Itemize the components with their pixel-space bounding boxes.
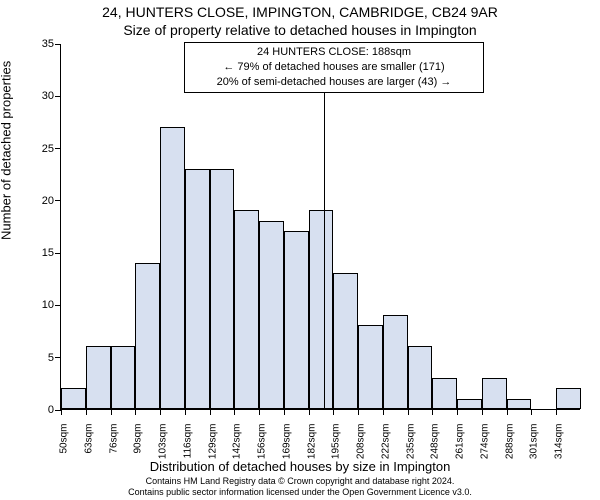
histogram-bar [210, 169, 235, 410]
x-tick [333, 409, 334, 415]
histogram-bar [160, 127, 185, 409]
x-tick-label: 90sqm [133, 424, 144, 472]
x-tick [185, 409, 186, 415]
x-tick-label: 314sqm [554, 424, 565, 472]
y-axis-label: Number of detached properties [0, 61, 14, 240]
histogram-bar [457, 399, 482, 409]
x-tick [111, 409, 112, 415]
histogram-bar [86, 346, 111, 409]
y-tick-label: 20 [26, 195, 54, 207]
x-tick-label: 274sqm [479, 424, 490, 472]
y-tick [55, 44, 61, 45]
x-tick-label: 222sqm [380, 424, 391, 472]
x-tick-label: 301sqm [529, 424, 540, 472]
histogram-bar [408, 346, 433, 409]
annotation-box: 24 HUNTERS CLOSE: 188sqm ← 79% of detach… [184, 42, 484, 93]
histogram-bar [135, 263, 160, 409]
annotation-line: 20% of semi-detached houses are larger (… [189, 75, 479, 90]
x-tick-label: 116sqm [182, 424, 193, 472]
x-tick [284, 409, 285, 415]
y-tick-label: 35 [26, 38, 54, 50]
y-tick-label: 0 [26, 404, 54, 416]
chart-container: 24, HUNTERS CLOSE, IMPINGTON, CAMBRIDGE,… [0, 0, 600, 500]
x-tick [86, 409, 87, 415]
page-title: 24, HUNTERS CLOSE, IMPINGTON, CAMBRIDGE,… [0, 4, 600, 20]
x-tick-label: 103sqm [158, 424, 169, 472]
histogram-bar [284, 231, 309, 409]
y-tick [55, 148, 61, 149]
y-tick-label: 30 [26, 90, 54, 102]
histogram-bar [507, 399, 532, 409]
x-tick [457, 409, 458, 415]
x-tick [556, 409, 557, 415]
x-tick [432, 409, 433, 415]
y-tick [55, 253, 61, 254]
histogram-bar [482, 378, 507, 409]
histogram-bar [333, 273, 358, 409]
x-tick-label: 288sqm [504, 424, 515, 472]
x-tick-label: 63sqm [83, 424, 94, 472]
y-tick [55, 96, 61, 97]
x-tick-label: 156sqm [257, 424, 268, 472]
x-tick [358, 409, 359, 415]
x-tick-label: 76sqm [108, 424, 119, 472]
histogram-bar [185, 169, 210, 410]
x-tick-label: 208sqm [356, 424, 367, 472]
histogram-bar [259, 221, 284, 409]
x-tick-label: 248sqm [430, 424, 441, 472]
x-tick [135, 409, 136, 415]
y-tick-label: 15 [26, 247, 54, 259]
histogram-bar [383, 315, 408, 409]
x-tick [210, 409, 211, 415]
x-tick [234, 409, 235, 415]
x-tick-label: 235sqm [405, 424, 416, 472]
x-tick-label: 169sqm [281, 424, 292, 472]
credit-line: Contains HM Land Registry data © Crown c… [0, 476, 600, 487]
x-tick [482, 409, 483, 415]
y-tick-label: 25 [26, 143, 54, 155]
histogram-bar [432, 378, 457, 409]
histogram-bar [111, 346, 136, 409]
y-tick [55, 357, 61, 358]
credit-text: Contains HM Land Registry data © Crown c… [0, 476, 600, 498]
histogram-bar [61, 388, 86, 409]
x-tick [259, 409, 260, 415]
histogram-bar [309, 210, 334, 409]
page-subtitle: Size of property relative to detached ho… [0, 22, 600, 38]
histogram-bar [234, 210, 259, 409]
credit-line: Contains public sector information licen… [0, 487, 600, 498]
x-tick-label: 195sqm [331, 424, 342, 472]
y-tick-label: 5 [26, 352, 54, 364]
histogram-bar [358, 325, 383, 409]
x-tick [383, 409, 384, 415]
x-tick [507, 409, 508, 415]
x-tick [309, 409, 310, 415]
marker-line [324, 44, 325, 409]
y-tick [55, 200, 61, 201]
annotation-line: ← 79% of detached houses are smaller (17… [189, 60, 479, 75]
x-tick-label: 50sqm [59, 424, 70, 472]
annotation-line: 24 HUNTERS CLOSE: 188sqm [189, 45, 479, 60]
x-tick-label: 142sqm [232, 424, 243, 472]
histogram-bar [556, 388, 581, 409]
y-tick [55, 305, 61, 306]
y-tick-label: 10 [26, 299, 54, 311]
x-tick [408, 409, 409, 415]
x-tick-label: 182sqm [306, 424, 317, 472]
plot-area [60, 44, 580, 410]
x-tick [531, 409, 532, 415]
x-tick [61, 409, 62, 415]
x-tick-label: 129sqm [207, 424, 218, 472]
x-tick-label: 261sqm [455, 424, 466, 472]
x-tick [160, 409, 161, 415]
